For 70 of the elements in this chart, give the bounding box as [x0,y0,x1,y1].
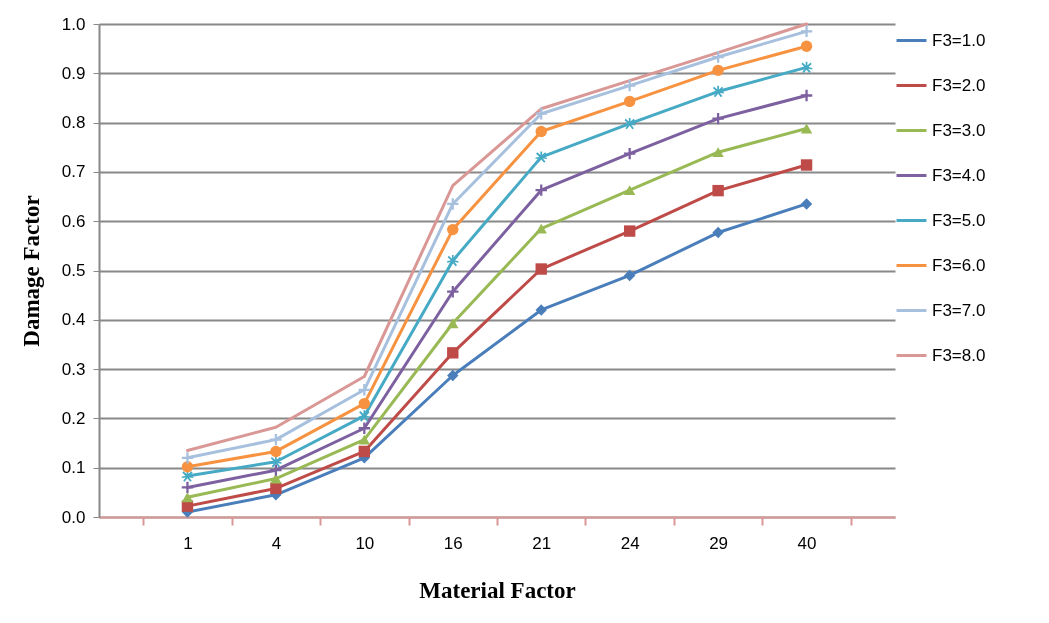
point [712,64,724,77]
legend-label: F3=6.0 [932,255,986,275]
point [181,452,194,464]
point [712,226,724,239]
legend-label: F3=3.0 [932,120,986,140]
point [712,147,724,158]
point [535,304,547,316]
point [623,225,636,237]
point [270,482,282,495]
x-tick-label: 10 [355,533,375,553]
point [623,117,636,130]
point [712,184,724,197]
point [535,223,547,234]
point [800,198,813,210]
y-tick-label: 0.7 [61,162,86,182]
point [623,185,636,196]
x-tick-label: 29 [709,533,729,553]
point [181,481,194,494]
y-tick-label: 0.0 [61,507,86,527]
point [358,445,371,458]
point [800,89,813,102]
x-tick-label: 16 [443,533,463,553]
point [447,254,459,267]
y-tick-label: 0.2 [61,408,86,428]
point [270,433,282,446]
point [800,159,813,171]
y-tick-label: 0.6 [61,211,86,231]
point [800,61,813,74]
x-tick-label: 24 [620,533,640,553]
y-tick-label: 0.9 [61,63,86,83]
x-tick-label: 1 [183,533,193,553]
x-axis-title: Material Factor [419,577,576,603]
legend-label: F3=8.0 [932,345,986,365]
point [181,492,194,503]
y-tick-label: 0.4 [61,310,86,330]
point [447,347,459,359]
point [358,410,371,422]
x-tick-label: 21 [532,533,552,553]
point [447,223,459,236]
point [712,51,724,63]
y-tick-label: 0.8 [61,113,86,133]
legend-label: F3=4.0 [932,165,986,185]
legend-label: F3=7.0 [932,300,986,320]
point [447,318,459,329]
point [623,269,636,282]
point [535,151,547,163]
y-tick-label: 0.1 [61,458,86,478]
point [800,25,813,38]
point [535,263,547,275]
point [800,40,813,52]
y-tick-label: 0.5 [61,261,86,280]
point [181,470,194,482]
x-tick-label: 40 [797,533,817,553]
legend-label: F3=2.0 [932,75,986,95]
point [800,123,813,134]
x-tick-label: 4 [271,533,282,553]
point [447,369,459,382]
point [623,79,636,92]
point [712,85,724,98]
y-tick-label: 1.0 [61,14,86,34]
legend-label: F3=1.0 [932,30,986,50]
legend-label: F3=5.0 [932,210,986,230]
point [358,434,371,445]
point [623,95,636,108]
point [535,125,547,138]
point [270,456,282,468]
y-axis-title: Damage Factor [18,195,44,347]
y-tick-label: 0.3 [61,359,86,379]
point [358,397,371,410]
point [270,445,282,458]
